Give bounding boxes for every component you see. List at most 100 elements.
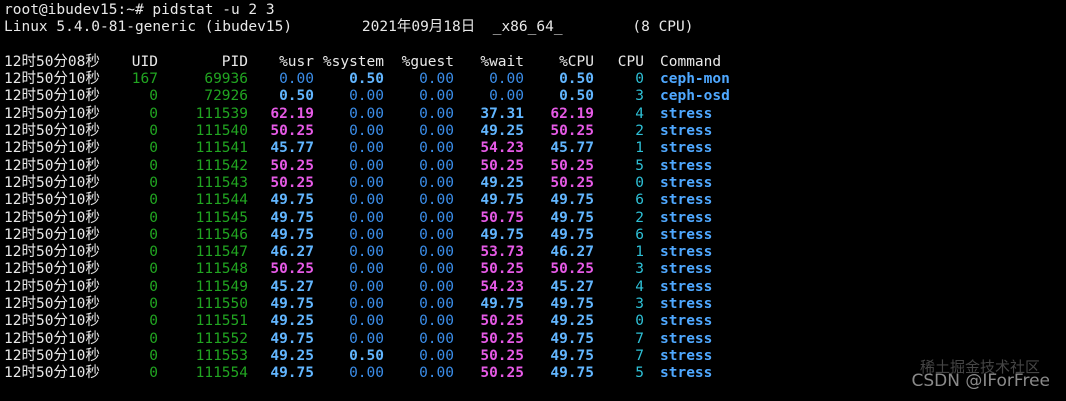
cell-cpu: 1 [635, 140, 644, 157]
cell-pid: 111546 [195, 226, 248, 243]
cell-system: 0.00 [349, 174, 384, 191]
cell-uid: 0 [149, 105, 158, 122]
cell-system: 0.00 [349, 365, 384, 382]
cell-cpu: 3 [635, 296, 644, 313]
cell-pid: 111553 [195, 347, 248, 364]
cell-wait: 54.23 [480, 140, 524, 157]
cell-command: stress [660, 313, 713, 330]
cell-system: 0.00 [349, 209, 384, 226]
cell-system: 0.50 [349, 347, 384, 364]
cell-system: 0.00 [349, 261, 384, 278]
cell-pid: 111549 [195, 278, 248, 295]
cell-time: 12时50分10秒 [4, 209, 100, 226]
cell-wait: 0.00 [489, 88, 524, 105]
cell-cpu-pct: 45.27 [550, 278, 594, 295]
cell-guest: 0.00 [419, 244, 454, 261]
cell-time: 12时50分10秒 [4, 174, 100, 191]
blank-line [4, 37, 694, 54]
table-row: 12时50分10秒 0 111540 50.25 0.00 0.00 49.25 50.25 2… [4, 123, 712, 140]
cell-command: stress [660, 105, 713, 122]
cell-wait: 50.25 [480, 157, 524, 174]
cell-pid: 111539 [195, 105, 248, 122]
cell-wait: 37.31 [480, 105, 524, 122]
cell-cpu-pct: 50.25 [550, 157, 594, 174]
cell-time: 12时50分10秒 [4, 88, 100, 105]
cell-guest: 0.00 [419, 157, 454, 174]
cell-wait: 49.75 [480, 226, 524, 243]
cell-usr: 49.75 [270, 209, 314, 226]
cell-command: stress [660, 244, 713, 261]
cell-pid: 111548 [195, 261, 248, 278]
cell-time: 12时50分10秒 [4, 365, 100, 382]
cell-time: 12时50分10秒 [4, 123, 100, 140]
cell-command: stress [660, 174, 713, 191]
cell-wait: 49.25 [480, 174, 524, 191]
cell-usr: 49.75 [270, 296, 314, 313]
cell-guest: 0.00 [419, 313, 454, 330]
cell-system: 0.00 [349, 226, 384, 243]
cell-usr: 0.00 [279, 71, 314, 88]
cell-guest: 0.00 [419, 209, 454, 226]
header-cpu-pct: %CPU [559, 53, 594, 70]
cell-time: 12时50分10秒 [4, 157, 100, 174]
header-pid: PID [221, 53, 248, 70]
table-row: 12时50分10秒 0 111549 45.27 0.00 0.00 54.23 45.27 4… [4, 278, 712, 296]
cell-pid: 69936 [204, 71, 248, 88]
cell-pid: 111544 [195, 192, 248, 209]
table-row: 12时50分10秒 0 111544 49.75 0.00 0.00 49.75 49.75 6… [4, 192, 712, 209]
cell-uid: 0 [149, 88, 158, 105]
header-uid: UID [131, 53, 158, 70]
terminal[interactable]: root@ibudev15:~# pidstat -u 2 3 Linux 5.… [4, 2, 730, 383]
cell-system: 0.00 [349, 88, 384, 105]
cell-command: stress [660, 296, 713, 313]
cell-command: stress [660, 365, 713, 382]
cell-uid: 0 [149, 209, 158, 226]
cell-time: 12时50分10秒 [4, 296, 100, 313]
cell-pid: 111550 [195, 296, 248, 313]
cell-uid: 0 [149, 278, 158, 295]
cell-pid: 111540 [195, 123, 248, 140]
cell-wait: 49.25 [480, 123, 524, 140]
cell-wait: 49.75 [480, 192, 524, 209]
cell-cpu: 4 [635, 105, 644, 122]
header-command: Command [660, 53, 722, 70]
prompt-line: root@ibudev15:~# pidstat -u 2 3 [4, 2, 275, 18]
cell-guest: 0.00 [419, 278, 454, 295]
cell-command: ceph-osd [660, 88, 730, 105]
cell-command: stress [660, 123, 713, 140]
table-row: 12时50分10秒 0 111554 49.75 0.00 0.00 50.25 49.75 5… [4, 365, 712, 382]
cell-wait: 50.75 [480, 209, 524, 226]
cell-usr: 50.25 [270, 123, 314, 140]
cell-command: stress [660, 330, 713, 347]
cell-cpu-pct: 46.27 [550, 244, 594, 261]
table-row: 12时50分10秒 0 111539 62.19 0.00 0.00 37.31 62.19 4… [4, 105, 712, 123]
cell-guest: 0.00 [419, 140, 454, 157]
cell-wait: 50.25 [480, 330, 524, 347]
cell-cpu: 3 [635, 88, 644, 105]
cell-pid: 72926 [204, 88, 248, 105]
cell-guest: 0.00 [419, 174, 454, 191]
cell-usr: 49.75 [270, 330, 314, 347]
cell-uid: 0 [149, 174, 158, 191]
cell-uid: 0 [149, 365, 158, 382]
cell-guest: 0.00 [419, 88, 454, 105]
cell-uid: 0 [149, 244, 158, 261]
cell-guest: 0.00 [419, 296, 454, 313]
cell-cpu: 1 [635, 244, 644, 261]
cell-system: 0.50 [349, 71, 384, 88]
cell-command: stress [660, 140, 713, 157]
cell-time: 12时50分10秒 [4, 347, 100, 364]
table-row: 12时50分10秒 0 111550 49.75 0.00 0.00 49.75 49.75 3… [4, 296, 712, 313]
cell-cpu-pct: 0.50 [559, 88, 594, 105]
cell-cpu-pct: 0.50 [559, 71, 594, 88]
cell-pid: 111545 [195, 209, 248, 226]
table-row: 12时50分10秒 0 111551 49.25 0.00 0.00 50.25 49.25 0… [4, 313, 712, 330]
cell-uid: 0 [149, 226, 158, 243]
cell-usr: 46.27 [270, 244, 314, 261]
cell-cpu-pct: 49.75 [550, 296, 594, 313]
cell-pid: 111542 [195, 157, 248, 174]
cell-guest: 0.00 [419, 71, 454, 88]
cell-wait: 50.25 [480, 261, 524, 278]
cell-cpu: 7 [635, 330, 644, 347]
header-wait: %wait [480, 53, 524, 70]
